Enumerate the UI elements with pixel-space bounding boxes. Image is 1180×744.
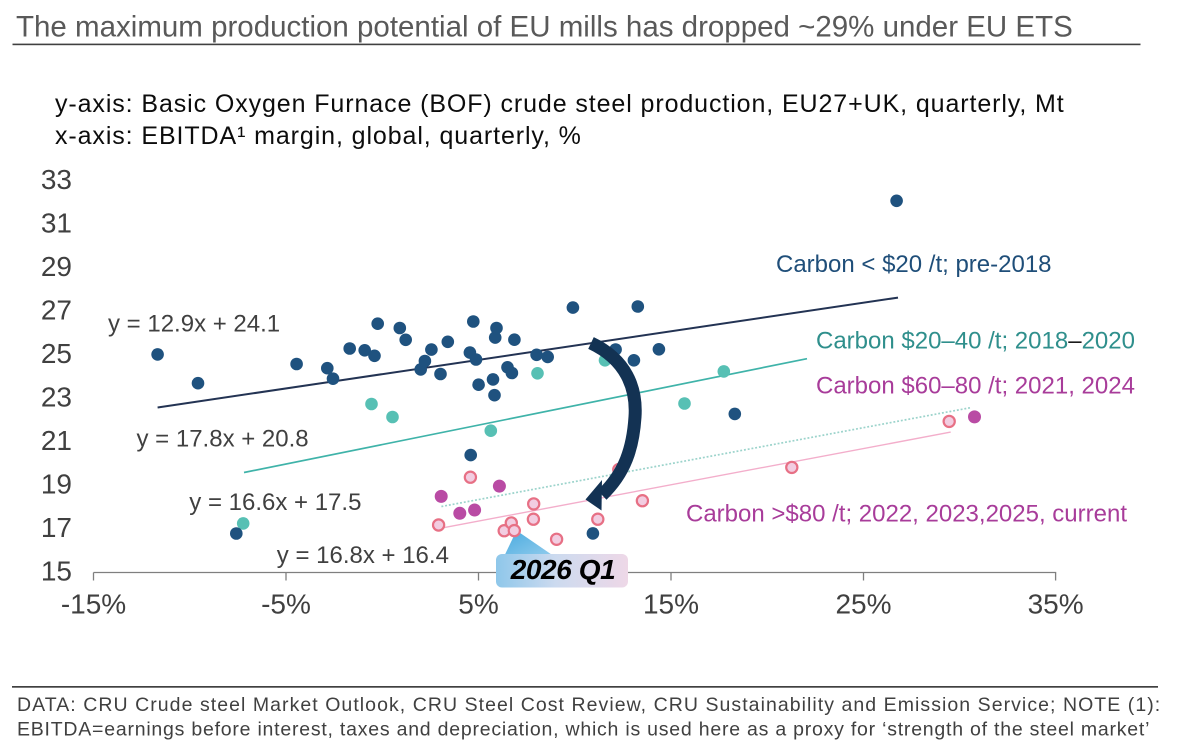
svg-text:19: 19 [41, 469, 72, 500]
svg-text:25%: 25% [835, 589, 891, 620]
svg-text:EBITDA=earnings before interes: EBITDA=earnings before interest, taxes a… [17, 718, 1150, 740]
svg-text:DATA: CRU Crude steel Market O: DATA: CRU Crude steel Market Outlook, CR… [17, 694, 1161, 716]
svg-text:x-axis: EBITDA¹ margin, global: x-axis: EBITDA¹ margin, global, quarterl… [55, 122, 582, 150]
svg-text:y-axis: Basic Oxygen Furnace (: y-axis: Basic Oxygen Furnace (BOF) crude… [55, 90, 1065, 118]
svg-text:5%: 5% [458, 589, 498, 620]
svg-text:35%: 35% [1028, 589, 1084, 620]
svg-text:y = 12.9x + 24.1: y = 12.9x + 24.1 [108, 311, 280, 338]
svg-text:Carbon >$80 /t; 2022, 2023,202: Carbon >$80 /t; 2022, 2023,2025, current [686, 500, 1127, 527]
svg-text:25: 25 [41, 338, 72, 369]
svg-text:-5%: -5% [261, 589, 311, 620]
svg-text:y = 16.6x + 17.5: y = 16.6x + 17.5 [189, 489, 361, 516]
svg-text:27: 27 [41, 294, 72, 325]
svg-text:15%: 15% [643, 589, 699, 620]
svg-text:15: 15 [41, 556, 72, 587]
svg-text:Carbon < $20 /t; pre-2018: Carbon < $20 /t; pre-2018 [776, 251, 1052, 278]
svg-text:17: 17 [41, 512, 72, 543]
svg-text:29: 29 [41, 251, 72, 282]
svg-text:Carbon $60–80 /t; 2021, 2024: Carbon $60–80 /t; 2021, 2024 [816, 373, 1135, 400]
svg-text:31: 31 [41, 207, 72, 238]
svg-text:2026 Q1: 2026 Q1 [510, 554, 616, 585]
svg-text:y = 17.8x + 20.8: y = 17.8x + 20.8 [137, 426, 309, 453]
svg-text:The maximum production potenti: The maximum production potential of EU m… [16, 11, 1073, 44]
svg-text:23: 23 [41, 382, 72, 413]
svg-text:y = 16.8x + 16.4: y = 16.8x + 16.4 [277, 542, 449, 569]
svg-text:-15%: -15% [61, 589, 126, 620]
svg-text:33: 33 [41, 164, 72, 195]
svg-text:21: 21 [41, 425, 72, 456]
svg-text:Carbon $20–40 /t; 2018–2020: Carbon $20–40 /t; 2018–2020 [816, 328, 1135, 355]
